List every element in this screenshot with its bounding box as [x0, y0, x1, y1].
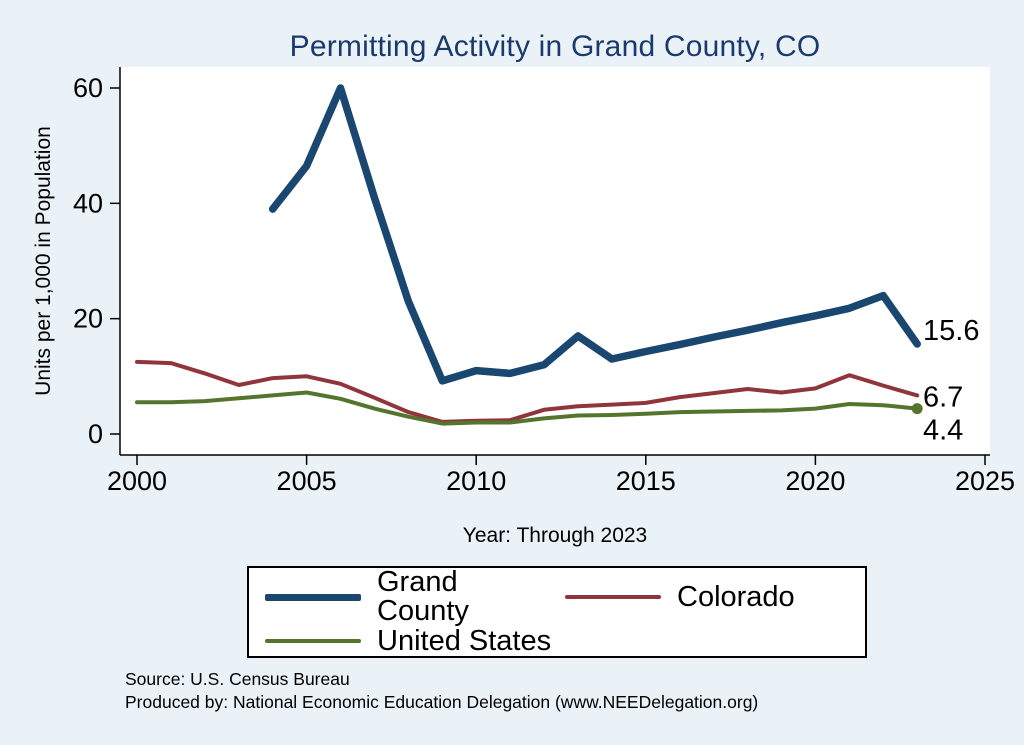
line-united-states [135, 390, 920, 426]
y-tick-label: 0 [88, 419, 103, 449]
grand-county-line-swatch [265, 593, 361, 601]
legend-label-colorado: Colorado [677, 580, 795, 613]
footer: Source: U.S. Census Bureau Produced by: … [125, 668, 758, 714]
legend: Grand County Colorado United States [247, 566, 867, 658]
end-label-6.7: 6.7 [923, 381, 963, 413]
y-tick-label: 40 [73, 188, 103, 218]
y-tick-label: 60 [73, 73, 103, 103]
line-colorado [135, 359, 920, 424]
end-marker-united-states [911, 403, 923, 415]
y-tick-label: 20 [73, 304, 103, 334]
plot-background [120, 67, 990, 455]
chart-title: Permitting Activity in Grand County, CO [289, 30, 821, 63]
producer-note: Produced by: National Economic Education… [125, 692, 759, 712]
source-note: Source: U.S. Census Bureau [125, 669, 350, 689]
united-states-line-swatch [265, 639, 361, 644]
legend-item-colorado: Colorado [557, 568, 857, 626]
legend-label-grand-county: Grand County [377, 566, 469, 628]
end-label-15.6: 15.6 [923, 315, 979, 347]
x-axis-title: Year: Through 2023 [462, 524, 648, 547]
legend-item-grand-county: Grand County [257, 568, 557, 626]
x-tick-label: 2025 [955, 466, 1015, 496]
legend-item-united-states: United States [257, 624, 557, 657]
legend-label-united-states: United States [377, 624, 552, 657]
x-tick-label: 2000 [107, 466, 167, 496]
x-tick-label: 2015 [616, 466, 676, 496]
end-label-4.4: 4.4 [923, 415, 963, 447]
x-tick-label: 2010 [446, 466, 506, 496]
plot-area: 0 20 40 60 2000 2005 2010 2015 2020 2025 15.6 6.74.… [73, 67, 1015, 496]
x-tick-label: 2020 [785, 466, 845, 496]
colorado-line-swatch [565, 595, 661, 600]
x-tick-label: 2005 [277, 466, 337, 496]
line-grand-county [268, 84, 921, 385]
